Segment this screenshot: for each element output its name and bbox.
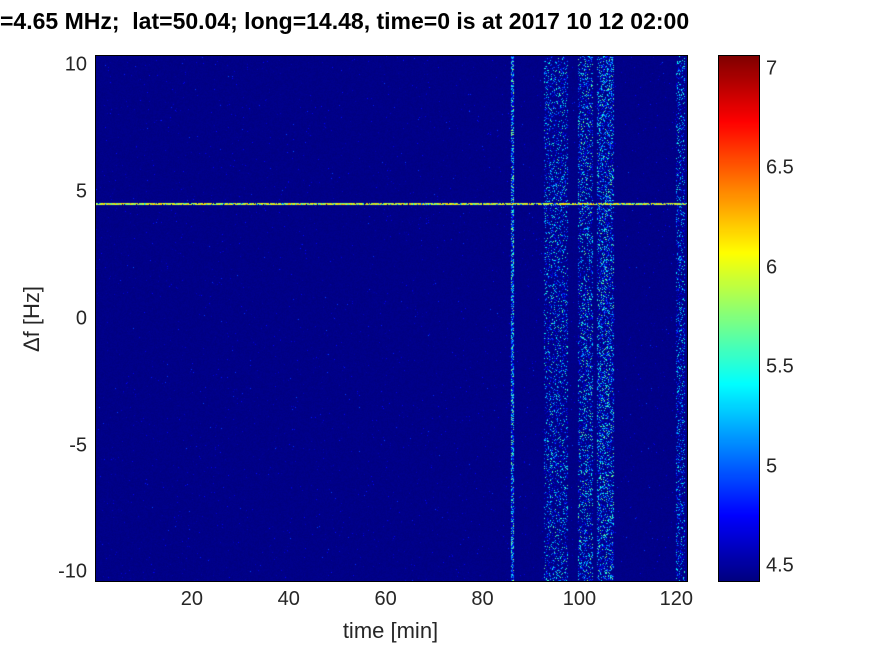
colorbar-tick-label: 7 <box>766 57 778 80</box>
y-tick-label: 10 <box>64 53 87 76</box>
y-tick-label: 5 <box>75 180 87 203</box>
colorbar-tick-label: 6.5 <box>766 156 794 179</box>
x-tick-label: 20 <box>180 588 203 610</box>
x-tick-label: 60 <box>374 588 397 610</box>
x-tick-label: 100 <box>562 588 597 610</box>
y-tick-label: -10 <box>58 560 87 583</box>
colorbar <box>718 55 760 582</box>
colorbar-tick-label: 5.5 <box>766 355 794 378</box>
colorbar-gradient <box>719 56 759 581</box>
x-tick-label: 80 <box>471 588 494 610</box>
x-axis-label: time [min] <box>342 618 439 643</box>
colorbar-tick-label: 5 <box>766 455 778 478</box>
heatmap-canvas <box>96 56 687 581</box>
figure-title: =4.65 MHz; lat=50.04; long=14.48, time=0… <box>0 8 690 34</box>
colorbar-tick-label: 4.5 <box>766 554 794 577</box>
x-tick-label: 120 <box>659 588 693 610</box>
plot-box <box>95 55 688 582</box>
y-tick-label: -5 <box>69 434 87 457</box>
y-tick-label: 0 <box>75 307 87 330</box>
x-tick-label: 40 <box>277 588 300 610</box>
colorbar-tick-label: 6 <box>766 256 778 279</box>
